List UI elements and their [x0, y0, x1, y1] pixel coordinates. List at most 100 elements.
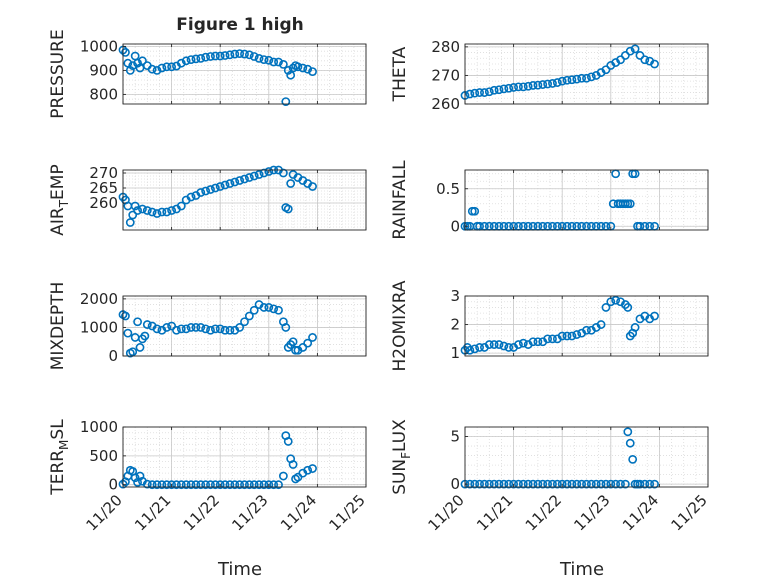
y-axis-label: MIXDEPTH — [48, 282, 68, 371]
data-point — [281, 97, 291, 106]
data-point — [611, 295, 621, 305]
x-tick-label: 11/23 — [570, 491, 613, 534]
data-point — [157, 480, 167, 490]
data-point — [557, 331, 567, 341]
data-point — [140, 331, 150, 341]
y-tick-label: 800 — [89, 85, 118, 103]
data-point — [548, 79, 557, 88]
data-point — [509, 479, 518, 489]
data-point — [625, 46, 635, 56]
data-point — [152, 480, 162, 490]
data-point — [303, 64, 313, 74]
data-point — [514, 479, 523, 489]
data-point — [514, 340, 523, 349]
y-axis-label: SUNFLUX — [390, 419, 413, 495]
data-point — [274, 480, 283, 490]
data-point — [538, 479, 548, 489]
data-point — [235, 480, 245, 490]
y-axis-label: AIRTEMP — [48, 164, 71, 235]
data-point — [475, 88, 484, 97]
figure-title: Figure 1 high — [176, 15, 304, 35]
data-point — [121, 311, 130, 321]
data-point — [249, 52, 259, 61]
data-point — [235, 176, 245, 185]
data-point — [201, 324, 211, 334]
data-point — [582, 479, 591, 489]
data-point — [264, 55, 274, 65]
data-point — [475, 479, 484, 489]
data-point — [298, 343, 308, 352]
data-point — [616, 55, 625, 65]
data-point — [176, 324, 186, 334]
x-axis-label-left: Time — [217, 559, 262, 580]
data-point — [288, 337, 298, 347]
data-point — [269, 480, 279, 490]
data-point — [269, 57, 279, 67]
data-point — [240, 174, 249, 184]
data-point — [254, 170, 264, 179]
y-tick-label: 0 — [450, 475, 460, 493]
y-tick-label: 265 — [89, 179, 118, 197]
data-point — [278, 168, 288, 178]
data-point — [172, 325, 181, 335]
axes-box — [464, 169, 709, 231]
y-tick-label: 1 — [450, 344, 460, 362]
y-tick-label: 5 — [450, 428, 460, 446]
data-point — [210, 324, 220, 334]
x-tick-label: 11/22 — [522, 491, 565, 534]
data-point — [470, 479, 480, 489]
data-point — [489, 85, 499, 95]
data-point — [543, 334, 553, 344]
data-point — [220, 480, 230, 490]
data-point — [548, 334, 557, 344]
subplot-6: 1 2 3 H2OMIXRA — [390, 280, 709, 372]
data-point — [494, 85, 504, 95]
data-point — [191, 323, 201, 332]
data-point — [186, 192, 196, 202]
data-point — [147, 64, 157, 74]
data-point — [135, 471, 145, 481]
data-point — [298, 63, 308, 73]
data-point — [628, 454, 638, 464]
data-point — [635, 479, 645, 489]
data-point — [572, 330, 582, 339]
data-point — [230, 480, 240, 490]
data-point — [504, 479, 514, 489]
y-tick-label: 270 — [89, 164, 118, 182]
y-tick-label: 1000 — [80, 37, 118, 55]
data-point — [601, 479, 611, 489]
data-point — [645, 479, 655, 489]
x-tick-label: 11/20 — [425, 491, 468, 534]
data-point — [543, 79, 553, 89]
data-point — [133, 58, 142, 68]
data-point — [147, 207, 157, 217]
data-point — [562, 331, 572, 341]
data-point — [181, 480, 191, 490]
data-point — [201, 186, 211, 196]
data-point — [206, 185, 215, 194]
data-point — [240, 49, 249, 59]
data-point — [259, 303, 269, 312]
data-point — [562, 75, 572, 85]
data-point — [167, 480, 176, 490]
data-point — [518, 479, 528, 489]
data-point — [533, 479, 543, 489]
y-tick-label: 1000 — [80, 418, 118, 436]
data-point — [167, 321, 176, 331]
data-point — [591, 479, 601, 489]
x-tick-label: 11/22 — [180, 491, 223, 534]
y-tick-label: 2 — [450, 316, 460, 334]
data-point — [635, 51, 645, 60]
data-point — [494, 340, 504, 349]
y-tick-label: 0 — [108, 476, 118, 494]
data-point — [484, 87, 494, 97]
data-point — [283, 437, 293, 446]
y-tick-label: 0 — [108, 347, 118, 365]
data-point — [269, 304, 279, 314]
y-tick-label: 0 — [450, 217, 460, 235]
data-point — [176, 58, 186, 68]
data-point — [225, 325, 235, 335]
data-point — [499, 479, 509, 489]
